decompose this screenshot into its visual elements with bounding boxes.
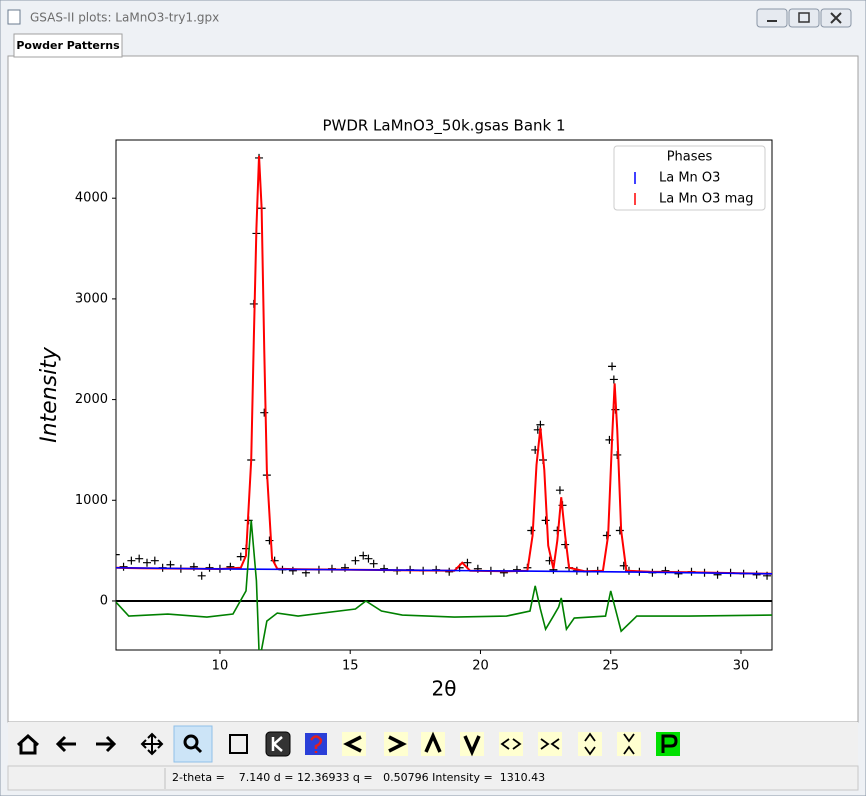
restore-icon [798,12,810,23]
observed-point [197,571,206,580]
observed-point [499,568,508,577]
expand-y-icon [584,732,596,756]
right-icon [388,735,407,753]
app-icon [7,9,21,25]
key-button[interactable] [265,731,291,757]
down-icon [463,735,481,757]
help-icon [309,735,323,753]
observed-point [752,570,761,579]
observed-point [555,486,564,495]
help-button[interactable] [305,733,327,755]
up-icon [424,731,442,753]
y-tick-label: 1000 [75,493,108,508]
key-icon [271,736,283,752]
legend-box [613,145,766,211]
restore-button[interactable] [788,8,820,28]
x-tick-label: 15 [342,659,359,674]
observed-point [615,526,624,535]
zoom-handle [194,745,203,754]
legend-title: Phases [667,150,713,165]
status-bar [7,765,859,791]
expand-y-button[interactable] [578,732,602,756]
observed-point [445,567,454,576]
observed-point [536,420,545,429]
zoom-icon [183,734,199,750]
tab-label[interactable]: Powder Patterns [16,39,120,52]
x-tick-label: 30 [733,659,750,674]
shrink-x-icon [540,738,560,750]
observed-point [205,563,214,572]
observed-point [116,550,120,559]
home-button[interactable] [16,733,40,755]
series-line [116,566,772,575]
observed-point [512,565,521,574]
chart-title: PWDR LaMnO3_50k.gsas Bank 1 [322,117,565,136]
observed-point [369,559,378,568]
save-button[interactable] [229,734,248,754]
pan-button[interactable] [140,732,164,756]
window-title: GSAS-II plots: LaMnO3-try1.gpx [30,11,219,25]
observed-point [674,569,683,578]
close-icon [830,12,842,24]
expand-x-icon [500,738,522,750]
minimize-button[interactable] [756,8,788,28]
left-icon [343,735,362,753]
observed-point [359,551,368,560]
plot-area [115,139,773,651]
observed-point [143,558,152,567]
y-tick-label: 4000 [75,191,108,206]
observed-point [609,375,618,384]
observed-point [150,556,159,565]
y-axis-label: Intensity [37,346,62,443]
shrink-y-icon [623,733,635,755]
y-tick-label: 0 [100,593,108,608]
zoom-button[interactable] [173,725,213,763]
observed-point [127,556,136,565]
observed-point [260,408,269,417]
observed-point [236,552,245,561]
observed-point [608,362,617,371]
observed-point [541,516,550,525]
y-tick-label: 2000 [75,392,108,407]
x-axis-label: 2θ [432,677,457,701]
plot-content [116,153,772,650]
observed-point [119,562,128,571]
observed-point [351,556,360,565]
observed-point [265,536,274,545]
tab[interactable] [13,33,123,58]
observed-point [661,566,670,575]
observed-point [527,526,536,535]
x-tick-label: 25 [602,659,619,674]
x-tick-label: 10 [212,659,229,674]
observed-point [166,560,175,569]
series-line [116,520,772,650]
observed-point [135,554,144,563]
toolbar-buttons [16,725,680,763]
observed-point [288,566,297,575]
status-text: 2-theta = 7.140 d = 12.36933 q = 0.50796… [172,771,545,784]
observed-point [380,564,389,573]
back-button[interactable] [55,735,76,753]
legend-label: La Mn O3 [659,171,720,186]
shrink-y-button[interactable] [617,732,641,756]
observed-point [463,558,472,567]
observed-point [364,554,373,563]
legend-label: La Mn O3 mag [659,192,753,207]
shrink-x-button[interactable] [538,732,562,756]
x-tick-label: 20 [472,659,489,674]
window-buttons[interactable] [756,8,852,28]
chart: PWDR LaMnO3_50k.gsas Bank 1 2θ Intensity… [37,117,773,701]
p-icon [661,734,678,753]
y-tick-label: 3000 [75,291,108,306]
forward-button[interactable] [96,735,117,753]
